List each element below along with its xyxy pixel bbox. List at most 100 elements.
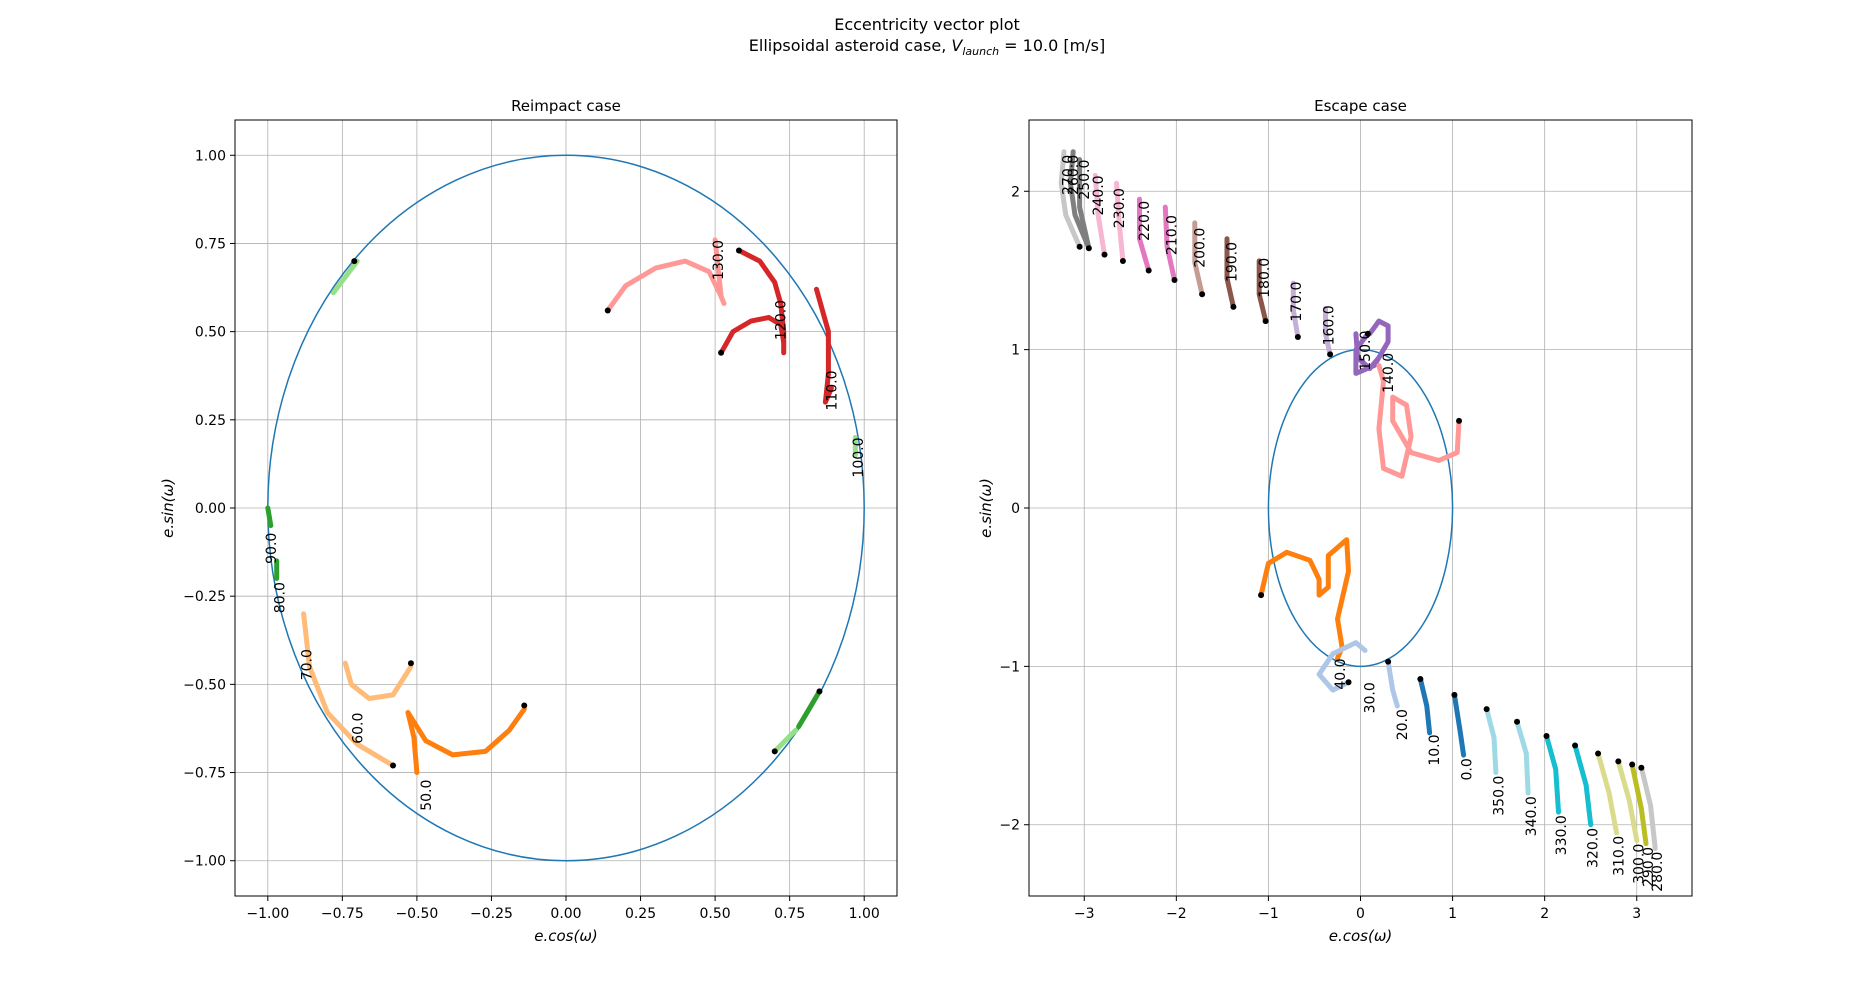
angle-annotation: 60.0 bbox=[350, 713, 366, 744]
start-point-marker bbox=[718, 349, 725, 356]
angle-annotation: 10.0 bbox=[1427, 734, 1443, 765]
y-tick-label: −1 bbox=[999, 659, 1020, 675]
angle-annotation: 340.0 bbox=[1524, 796, 1540, 836]
series-line bbox=[342, 660, 414, 701]
start-point-marker bbox=[735, 247, 742, 254]
series-line bbox=[1514, 719, 1531, 796]
series-line bbox=[1385, 659, 1400, 709]
series-line bbox=[1290, 280, 1301, 340]
y-tick-label: 0.25 bbox=[195, 413, 226, 429]
start-point-marker bbox=[1085, 245, 1092, 252]
x-tick-label: −0.50 bbox=[395, 906, 438, 922]
start-point-marker bbox=[1101, 251, 1108, 258]
reimpact-panel: 130.0 120.0 110.0 100.0 90.0 80.0 70.0 60.0 50.0… bbox=[159, 97, 898, 945]
suptitle-line1: Eccentricity vector plot bbox=[834, 15, 1020, 34]
series-line bbox=[772, 727, 799, 754]
start-point-marker bbox=[1595, 750, 1602, 757]
start-point-marker bbox=[1638, 764, 1645, 771]
series-line bbox=[1192, 220, 1205, 297]
panel-title: Reimpact case bbox=[511, 97, 621, 115]
y-tick-label: −0.50 bbox=[183, 677, 226, 693]
angle-annotation: 150.0 bbox=[1358, 331, 1374, 371]
angle-annotation: 200.0 bbox=[1192, 228, 1208, 268]
start-point-marker bbox=[1514, 718, 1521, 725]
x-tick-label: 0 bbox=[1356, 906, 1365, 922]
angle-annotation: 300.0 bbox=[1632, 844, 1648, 884]
start-point-marker bbox=[1483, 706, 1490, 713]
start-point-marker bbox=[351, 258, 358, 265]
angle-annotation: 30.0 bbox=[1363, 682, 1379, 713]
suptitle-line2: Ellipsoidal asteroid case, Vlaunch = 10.… bbox=[749, 36, 1105, 58]
angle-annotation: 80.0 bbox=[273, 582, 289, 613]
series-line bbox=[1114, 180, 1126, 264]
x-tick-label: 3 bbox=[1632, 906, 1641, 922]
start-point-marker bbox=[816, 688, 823, 695]
angle-annotation: 230.0 bbox=[1112, 188, 1128, 228]
angle-annotation: 260.0 bbox=[1066, 155, 1082, 195]
panel-title: Escape case bbox=[1314, 97, 1407, 115]
angle-annotation: 40.0 bbox=[1333, 658, 1349, 689]
y-tick-label: −1.00 bbox=[183, 854, 226, 870]
start-point-marker bbox=[1543, 733, 1550, 740]
start-point-marker bbox=[1145, 267, 1152, 274]
angle-annotation: 190.0 bbox=[1225, 242, 1241, 282]
angle-annotation: 0.0 bbox=[1459, 758, 1475, 780]
start-point-marker bbox=[521, 702, 528, 709]
series-line bbox=[1353, 331, 1382, 372]
series-line bbox=[718, 315, 787, 356]
y-axis-label: e.sin(ω) bbox=[159, 478, 177, 538]
series-line bbox=[1323, 306, 1333, 357]
series-line bbox=[1316, 640, 1368, 693]
angle-annotation: 140.0 bbox=[1381, 353, 1397, 393]
angle-annotation: 130.0 bbox=[711, 240, 727, 280]
start-point-marker bbox=[1199, 291, 1206, 298]
angle-annotation: 210.0 bbox=[1165, 215, 1181, 255]
series-line bbox=[712, 237, 724, 299]
series-line bbox=[1077, 157, 1092, 251]
y-tick-label: 1.00 bbox=[195, 148, 226, 164]
angle-annotation: 120.0 bbox=[774, 300, 790, 340]
series-line bbox=[1224, 236, 1236, 310]
y-tick-label: −0.75 bbox=[183, 766, 226, 782]
start-point-marker bbox=[1230, 303, 1237, 310]
x-axis-label: e.cos(ω) bbox=[1329, 927, 1393, 945]
series-line bbox=[1256, 258, 1269, 324]
start-point-marker bbox=[1451, 691, 1458, 698]
series-line bbox=[1595, 751, 1619, 836]
y-tick-label: 0.00 bbox=[195, 501, 226, 517]
start-point-marker bbox=[1258, 592, 1265, 599]
angle-annotation: 220.0 bbox=[1137, 201, 1153, 241]
angle-annotation: 180.0 bbox=[1257, 258, 1273, 298]
y-tick-label: 0 bbox=[1011, 501, 1020, 517]
angle-annotation: 20.0 bbox=[1395, 709, 1411, 740]
series-line bbox=[301, 611, 396, 768]
series-line bbox=[1092, 172, 1107, 258]
series-line bbox=[1162, 204, 1177, 283]
angle-annotation: 270.0 bbox=[1061, 155, 1077, 195]
y-tick-label: −2 bbox=[999, 818, 1020, 834]
start-point-marker bbox=[604, 307, 611, 314]
x-tick-label: 0.50 bbox=[700, 906, 731, 922]
start-point-marker bbox=[1385, 658, 1392, 665]
angle-annotation: 310.0 bbox=[1611, 836, 1627, 876]
start-point-marker bbox=[1456, 417, 1463, 424]
angle-annotation: 70.0 bbox=[300, 649, 316, 680]
start-point-marker bbox=[1119, 257, 1126, 264]
y-axis-label: e.sin(ω) bbox=[977, 478, 995, 538]
suptitle-v: V bbox=[951, 36, 963, 55]
x-tick-label: −0.25 bbox=[470, 906, 513, 922]
x-tick-label: −2 bbox=[1166, 906, 1187, 922]
angle-annotation: 50.0 bbox=[419, 780, 435, 811]
start-point-marker bbox=[1629, 761, 1636, 768]
start-point-marker bbox=[390, 762, 397, 769]
angle-annotation: 100.0 bbox=[851, 437, 867, 477]
x-tick-label: −3 bbox=[1074, 906, 1095, 922]
unit-circle bbox=[1267, 348, 1454, 668]
suptitle-line2-prefix: Ellipsoidal asteroid case, bbox=[749, 36, 952, 55]
x-axis-label: e.cos(ω) bbox=[534, 927, 598, 945]
angle-annotation: 330.0 bbox=[1554, 815, 1570, 855]
start-point-marker bbox=[1345, 679, 1352, 686]
angle-annotation: 110.0 bbox=[824, 370, 840, 410]
